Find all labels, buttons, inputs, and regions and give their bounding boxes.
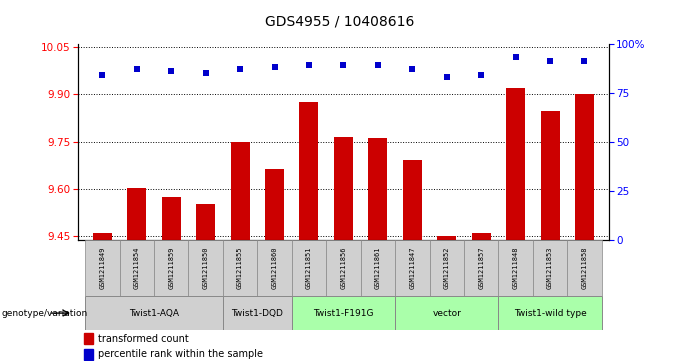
Point xyxy=(235,66,245,72)
Point xyxy=(373,62,384,68)
Point xyxy=(407,66,418,72)
Bar xyxy=(84,333,93,344)
Point xyxy=(476,72,487,78)
Bar xyxy=(437,236,456,240)
Bar xyxy=(85,240,120,296)
Bar xyxy=(498,296,602,330)
Text: GSM1211850: GSM1211850 xyxy=(203,246,209,289)
Bar xyxy=(196,204,215,240)
Bar xyxy=(292,240,326,296)
Text: GSM1211858: GSM1211858 xyxy=(581,246,588,289)
Text: Twist1-wild type: Twist1-wild type xyxy=(513,309,586,318)
Text: GDS4955 / 10408616: GDS4955 / 10408616 xyxy=(265,15,415,29)
Text: GSM1211856: GSM1211856 xyxy=(341,246,346,289)
Point xyxy=(131,66,142,72)
Point xyxy=(338,62,349,68)
Text: percentile rank within the sample: percentile rank within the sample xyxy=(99,350,263,359)
Point xyxy=(166,68,177,74)
Text: Twist1-F191G: Twist1-F191G xyxy=(313,309,373,318)
Text: GSM1211853: GSM1211853 xyxy=(547,246,553,289)
Bar xyxy=(541,111,560,240)
Bar xyxy=(292,296,395,330)
Text: GSM1211851: GSM1211851 xyxy=(306,246,312,289)
Point xyxy=(441,74,452,80)
Point xyxy=(200,70,211,76)
Bar xyxy=(334,138,353,240)
Bar xyxy=(395,240,430,296)
Point xyxy=(545,58,556,64)
Bar xyxy=(188,240,223,296)
Bar xyxy=(265,169,284,240)
Text: vector: vector xyxy=(432,309,461,318)
Text: GSM1211848: GSM1211848 xyxy=(513,246,519,289)
Text: transformed count: transformed count xyxy=(99,334,189,344)
Text: GSM1211854: GSM1211854 xyxy=(134,246,140,289)
Bar xyxy=(403,160,422,240)
Bar xyxy=(85,296,223,330)
Bar xyxy=(223,240,257,296)
Bar xyxy=(120,240,154,296)
Bar xyxy=(395,296,498,330)
Point xyxy=(269,64,280,70)
Bar xyxy=(567,240,602,296)
Point xyxy=(303,62,314,68)
Bar xyxy=(154,240,188,296)
Point xyxy=(510,54,521,60)
Text: Twist1-AQA: Twist1-AQA xyxy=(129,309,179,318)
Text: GSM1211847: GSM1211847 xyxy=(409,246,415,289)
Text: GSM1211859: GSM1211859 xyxy=(168,246,174,289)
Bar xyxy=(162,197,181,240)
Bar xyxy=(127,188,146,240)
Text: GSM1211861: GSM1211861 xyxy=(375,246,381,289)
Bar xyxy=(84,349,93,360)
Text: GSM1211857: GSM1211857 xyxy=(478,246,484,289)
Point xyxy=(97,72,107,78)
Text: Twist1-DQD: Twist1-DQD xyxy=(231,309,284,318)
Bar xyxy=(93,233,112,240)
Text: GSM1211852: GSM1211852 xyxy=(444,246,449,289)
Bar xyxy=(575,94,594,240)
Bar xyxy=(472,233,491,240)
Bar xyxy=(360,240,395,296)
Bar xyxy=(430,240,464,296)
Bar xyxy=(506,89,525,240)
Bar xyxy=(299,102,318,240)
Bar xyxy=(533,240,567,296)
Bar xyxy=(369,138,388,240)
Bar xyxy=(257,240,292,296)
Text: GSM1211855: GSM1211855 xyxy=(237,246,243,289)
Text: genotype/variation: genotype/variation xyxy=(1,309,88,318)
Bar xyxy=(464,240,498,296)
Bar xyxy=(223,296,292,330)
Bar xyxy=(326,240,360,296)
Bar xyxy=(498,240,533,296)
Point xyxy=(579,58,590,64)
Text: GSM1211849: GSM1211849 xyxy=(99,246,105,289)
Text: GSM1211860: GSM1211860 xyxy=(271,246,277,289)
Bar xyxy=(231,142,250,240)
